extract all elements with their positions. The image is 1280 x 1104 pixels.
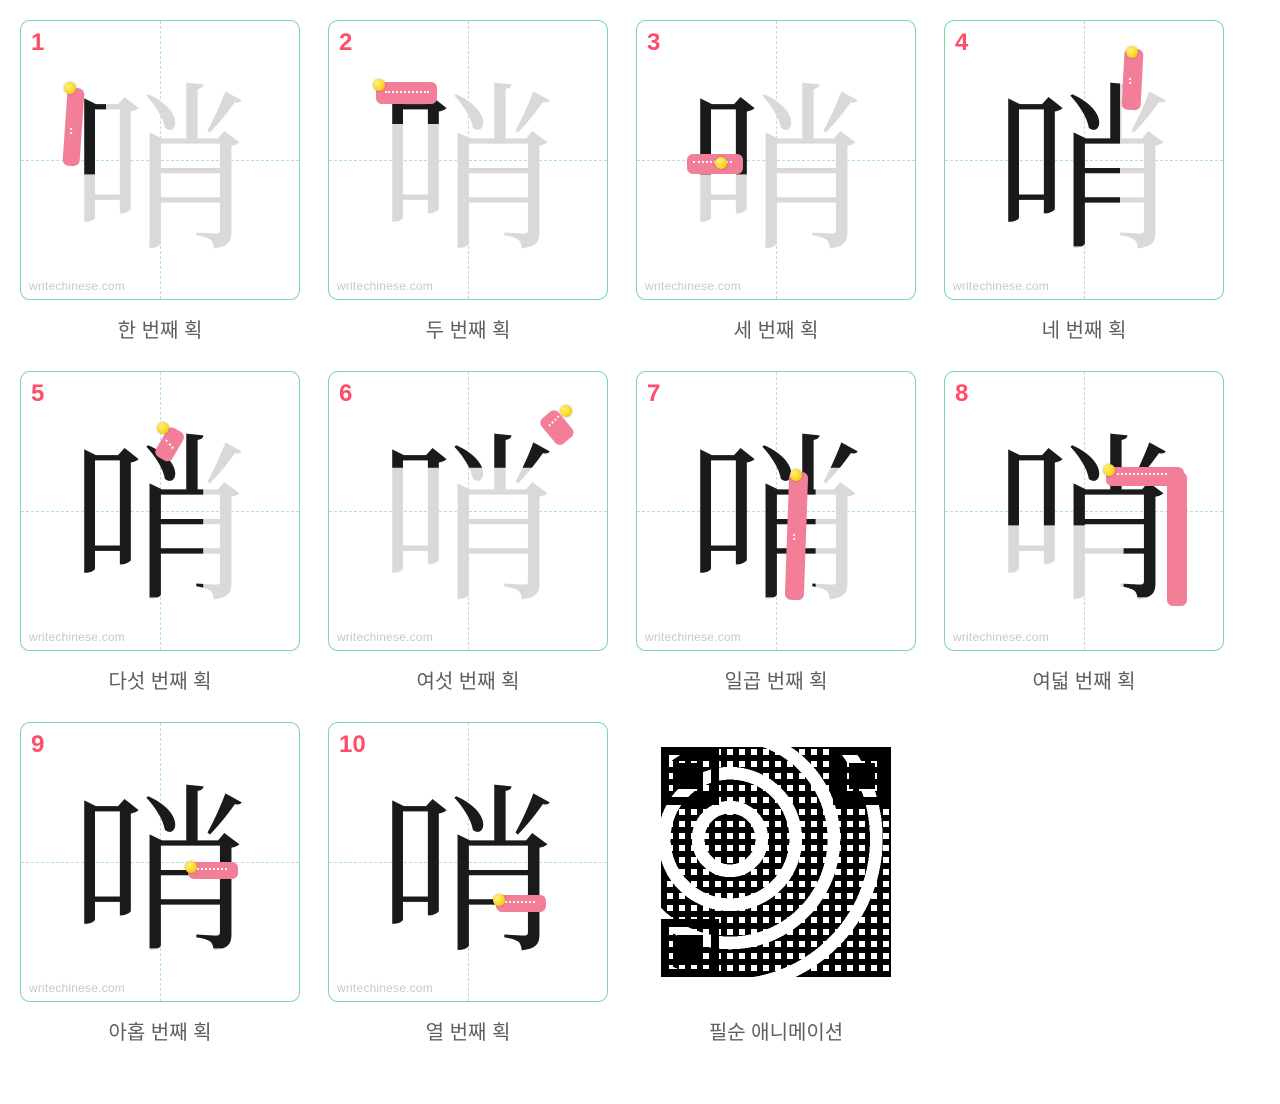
step-number: 10	[339, 731, 366, 759]
stroke-step-5: 5哨哨writechinese.com 다섯 번째 획	[20, 371, 300, 694]
step-number: 9	[31, 731, 44, 759]
step-caption: 여덟 번째 획	[1032, 665, 1135, 694]
step-number: 3	[647, 29, 660, 57]
step-caption: 한 번째 획	[118, 314, 203, 343]
stroke-step-9: 9哨哨writechinese.com 아홉 번째 획	[20, 722, 300, 1045]
stroke-step-7: 7哨哨writechinese.com 일곱 번째 획	[636, 371, 916, 694]
qr-noise	[661, 747, 891, 977]
stroke-cell: 6哨哨writechinese.com	[328, 371, 608, 651]
stroke-start-dot	[715, 157, 727, 169]
stroke-direction-dash	[501, 901, 534, 903]
step-number: 4	[955, 29, 968, 57]
stroke-cell: 3哨哨writechinese.com	[636, 20, 916, 300]
stroke-step-1: 1哨哨writechinese.com 한 번째 획	[20, 20, 300, 343]
stroke-cell: 7哨哨writechinese.com	[636, 371, 916, 651]
stroke-step-3: 3哨哨writechinese.com 세 번째 획	[636, 20, 916, 343]
watermark: writechinese.com	[29, 279, 125, 293]
stroke-cell: 5哨哨writechinese.com	[20, 371, 300, 651]
qr-code-graphic	[661, 747, 891, 977]
current-stroke-highlight	[376, 82, 437, 104]
watermark: writechinese.com	[337, 630, 433, 644]
current-stroke-highlight	[1167, 472, 1186, 605]
stroke-direction-dash	[1129, 78, 1131, 84]
stroke-start-dot	[185, 861, 197, 873]
step-number: 6	[339, 380, 352, 408]
watermark: writechinese.com	[645, 279, 741, 293]
stroke-cell: 10哨哨writechinese.com	[328, 722, 608, 1002]
glyph-layer: 哨哨	[945, 21, 1223, 299]
stroke-start-dot	[493, 894, 505, 906]
qr-cell-wrap: 필순 애니메이션	[636, 722, 916, 1045]
stroke-order-grid: 1哨哨writechinese.com한 번째 획2哨哨writechinese…	[20, 20, 1260, 1045]
step-caption: 다섯 번째 획	[108, 665, 211, 694]
watermark: writechinese.com	[337, 279, 433, 293]
step-number: 5	[31, 380, 44, 408]
stroke-direction-dash	[193, 868, 226, 870]
glyph-layer: 哨哨	[329, 723, 607, 1001]
stroke-step-2: 2哨哨writechinese.com 두 번째 획	[328, 20, 608, 343]
step-number: 7	[647, 380, 660, 408]
watermark: writechinese.com	[29, 630, 125, 644]
glyph-layer: 哨哨	[637, 21, 915, 299]
glyph-layer: 哨哨	[21, 372, 299, 650]
glyph-layer: 哨哨	[21, 723, 299, 1001]
qr-code[interactable]	[636, 722, 916, 1002]
step-caption: 세 번째 획	[734, 314, 819, 343]
step-caption: 두 번째 획	[426, 314, 511, 343]
stroke-step-8: 8哨哨writechinese.com 여덟 번째 획	[944, 371, 1224, 694]
stroke-direction-dash	[1117, 473, 1167, 475]
glyph-solid: 哨	[70, 768, 250, 948]
glyph-layer: 哨哨	[329, 21, 607, 299]
step-number: 1	[31, 29, 44, 57]
step-caption: 열 번째 획	[426, 1016, 511, 1045]
stroke-start-dot	[1126, 46, 1138, 58]
glyph-layer: 哨哨	[637, 372, 915, 650]
stroke-step-10: 10哨哨writechinese.com 열 번째 획	[328, 722, 608, 1045]
watermark: writechinese.com	[29, 981, 125, 995]
watermark: writechinese.com	[645, 630, 741, 644]
step-caption: 일곱 번째 획	[724, 665, 827, 694]
step-caption: 아홉 번째 획	[108, 1016, 211, 1045]
stroke-cell: 8哨哨writechinese.com	[944, 371, 1224, 651]
stroke-cell: 9哨哨writechinese.com	[20, 722, 300, 1002]
step-caption: 여섯 번째 획	[416, 665, 519, 694]
watermark: writechinese.com	[337, 981, 433, 995]
glyph-solid: 哨	[378, 768, 558, 948]
watermark: writechinese.com	[953, 279, 1049, 293]
stroke-direction-dash	[70, 128, 72, 134]
step-number: 2	[339, 29, 352, 57]
stroke-cell: 1哨哨writechinese.com	[20, 20, 300, 300]
stroke-cell: 2哨哨writechinese.com	[328, 20, 608, 300]
qr-caption: 필순 애니메이션	[709, 1016, 843, 1045]
stroke-direction-dash	[793, 534, 795, 540]
step-caption: 네 번째 획	[1042, 314, 1127, 343]
watermark: writechinese.com	[953, 630, 1049, 644]
stroke-step-4: 4哨哨writechinese.com 네 번째 획	[944, 20, 1224, 343]
stroke-cell: 4哨哨writechinese.com	[944, 20, 1224, 300]
stroke-direction-dash	[385, 91, 429, 93]
step-number: 8	[955, 380, 968, 408]
stroke-step-6: 6哨哨writechinese.com 여섯 번째 획	[328, 371, 608, 694]
